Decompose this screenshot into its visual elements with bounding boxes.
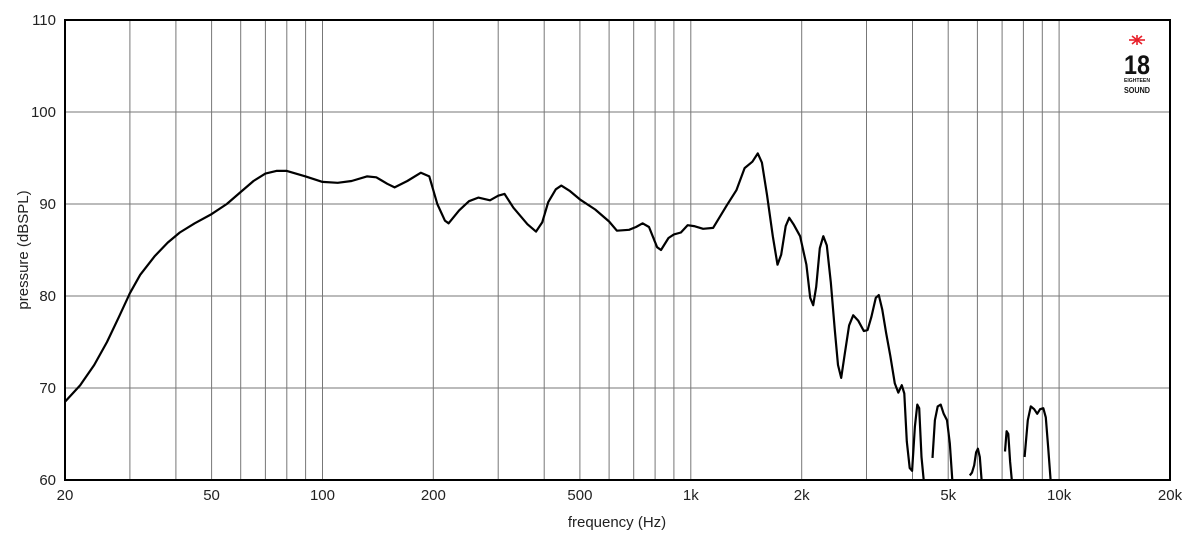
x-tick-label: 10k — [1047, 487, 1072, 504]
star-icon — [1129, 35, 1145, 45]
y-axis-ticks: 60 70 80 90 100 110 — [31, 12, 56, 489]
x-tick-label: 500 — [567, 487, 592, 504]
y-tick-label: 70 — [39, 380, 56, 397]
x-tick-label: 20 — [57, 487, 74, 504]
x-tick-label: 20k — [1158, 487, 1183, 504]
x-axis-ticks: 20 50 100 200 500 1k 2k 5k 10k 20k — [57, 487, 1183, 504]
x-tick-label: 200 — [421, 487, 446, 504]
x-axis-label: frequency (Hz) — [568, 514, 666, 531]
response-curve — [64, 152, 1052, 481]
x-tick-label: 100 — [310, 487, 335, 504]
logo-line2: SOUND — [1124, 86, 1150, 95]
y-tick-label: 60 — [39, 472, 56, 489]
x-tick-label: 5k — [940, 487, 956, 504]
eighteen-sound-logo: 18 EIGHTEEN SOUND — [1124, 35, 1150, 95]
y-tick-label: 80 — [39, 288, 56, 305]
plot-frame — [64, 19, 1171, 481]
y-tick-label: 90 — [39, 196, 56, 213]
x-tick-label: 2k — [794, 487, 810, 504]
logo-number: 18 — [1124, 50, 1150, 80]
y-axis-label: pressure (dBSPL) — [15, 190, 32, 309]
logo-line1: EIGHTEEN — [1124, 78, 1150, 84]
y-tick-label: 110 — [32, 12, 56, 29]
grid-lines — [65, 20, 1170, 480]
x-tick-label: 50 — [203, 487, 220, 504]
y-tick-label: 100 — [31, 104, 56, 121]
x-tick-label: 1k — [683, 487, 699, 504]
